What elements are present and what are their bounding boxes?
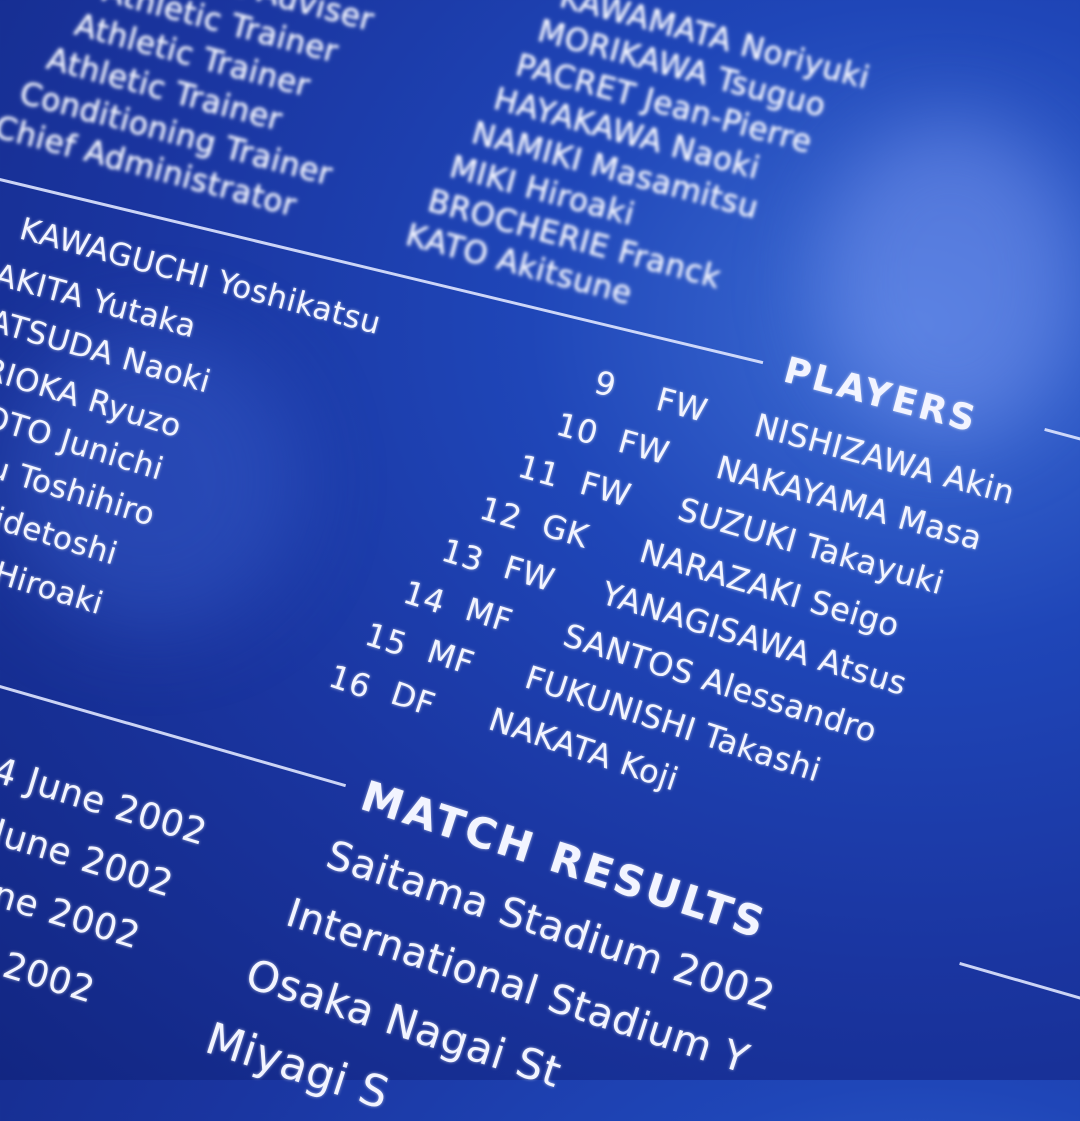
player-number: 12 [475, 489, 527, 538]
player-position: MF [460, 590, 518, 641]
player-number: 15 [360, 615, 412, 665]
divider-line [1044, 428, 1080, 447]
player-number: 14 [398, 573, 451, 622]
player-number: 13 [437, 531, 489, 580]
player-position: DF [386, 674, 441, 725]
player-position: GK [537, 506, 594, 556]
player-position: FW [575, 464, 636, 515]
player-position: MF [422, 632, 480, 683]
player-number: 9 [590, 363, 621, 406]
player-number: 10 [552, 405, 603, 453]
player-number: 16 [324, 657, 376, 707]
player-position: FW [499, 548, 560, 600]
light-reflection [0, 330, 300, 630]
player-position: FW [652, 380, 712, 430]
player-position: FW [614, 422, 674, 473]
player-number: 11 [513, 447, 565, 496]
light-reflection [820, 120, 1080, 440]
divider-line [959, 962, 1080, 1001]
result-date: 2002 [0, 945, 100, 1012]
